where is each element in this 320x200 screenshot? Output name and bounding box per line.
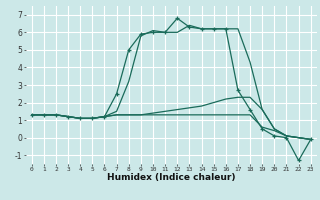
X-axis label: Humidex (Indice chaleur): Humidex (Indice chaleur)	[107, 173, 236, 182]
